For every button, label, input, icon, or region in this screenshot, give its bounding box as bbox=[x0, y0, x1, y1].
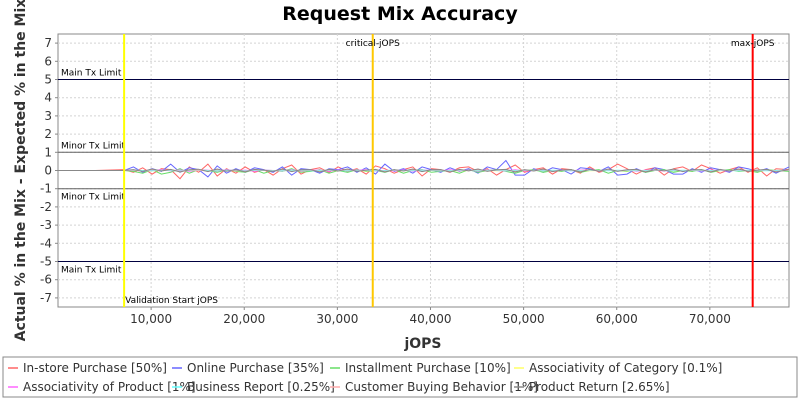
marker-label: critical-jOPS bbox=[346, 39, 400, 49]
legend-label: Installment Purchase [10%] bbox=[345, 361, 511, 375]
x-axis-title: jOPS bbox=[403, 336, 441, 352]
legend-label: Business Report [0.25%] bbox=[187, 380, 335, 394]
marker-lines: Validation Start jOPS critical-jOPS max-jO… bbox=[123, 34, 775, 307]
limit-label: Minor Tx Limit bbox=[61, 141, 126, 151]
x-tick-label: 40,000 bbox=[409, 312, 451, 326]
legend: In-store Purchase [50%] Online Purchase [… bbox=[8, 361, 722, 394]
y-tick-label: -1 bbox=[40, 182, 52, 196]
y-tick-label: -4 bbox=[40, 236, 52, 250]
y-tick-label: -5 bbox=[40, 255, 52, 269]
y-tick-label: 1 bbox=[44, 145, 52, 159]
x-tick-label: 30,000 bbox=[316, 312, 358, 326]
limit-label: Minor Tx Limit bbox=[61, 193, 126, 203]
limit-label: Main Tx Limit bbox=[61, 266, 122, 276]
y-tick-label: 3 bbox=[44, 109, 52, 123]
legend-label: Online Purchase [35%] bbox=[187, 361, 324, 375]
x-tick-label: 50,000 bbox=[503, 312, 545, 326]
y-tick-label: -2 bbox=[40, 200, 52, 214]
legend-label: In-store Purchase [50%] bbox=[23, 361, 167, 375]
x-tick-label: 70,000 bbox=[689, 312, 731, 326]
series-lines bbox=[58, 159, 790, 180]
legend-box bbox=[2, 356, 798, 398]
x-axis-ticks: 10,000 20,000 30,000 40,000 50,000 60,000 70,0… bbox=[130, 307, 731, 326]
y-tick-label: 6 bbox=[44, 54, 52, 68]
limit-lines: Main Tx Limit Minor Tx Limit Minor Tx Limi… bbox=[58, 69, 789, 276]
legend-label: Product Return [2.65%] bbox=[529, 380, 670, 394]
legend-label: Associativity of Category [0.1%] bbox=[529, 361, 722, 375]
y-tick-label: 2 bbox=[44, 127, 52, 141]
marker-label: max-jOPS bbox=[731, 39, 775, 49]
legend-label: Customer Buying Behavior [1%] bbox=[345, 380, 538, 394]
y-tick-label: -3 bbox=[40, 218, 52, 232]
marker-label: Validation Start jOPS bbox=[125, 296, 218, 306]
y-tick-label: 4 bbox=[44, 91, 52, 105]
y-axis-title: Actual % in the Mix - Expected % in the … bbox=[13, 0, 29, 341]
limit-label: Main Tx Limit bbox=[61, 69, 122, 79]
y-axis-ticks: 7 6 5 4 3 2 1 0 -1 -2 -3 -4 -5 -6 -7 bbox=[40, 36, 58, 305]
y-tick-label: -7 bbox=[40, 291, 52, 305]
y-tick-label: 5 bbox=[44, 73, 52, 87]
chart-title: Request Mix Accuracy bbox=[282, 3, 518, 25]
legend-label: Associativity of Product [1%] bbox=[23, 380, 196, 394]
series-line bbox=[58, 168, 790, 173]
y-tick-label: 0 bbox=[44, 164, 52, 178]
y-tick-label: -6 bbox=[40, 273, 52, 287]
x-tick-label: 10,000 bbox=[130, 312, 172, 326]
x-tick-label: 60,000 bbox=[596, 312, 638, 326]
x-tick-label: 20,000 bbox=[223, 312, 265, 326]
y-tick-label: 7 bbox=[44, 36, 52, 50]
